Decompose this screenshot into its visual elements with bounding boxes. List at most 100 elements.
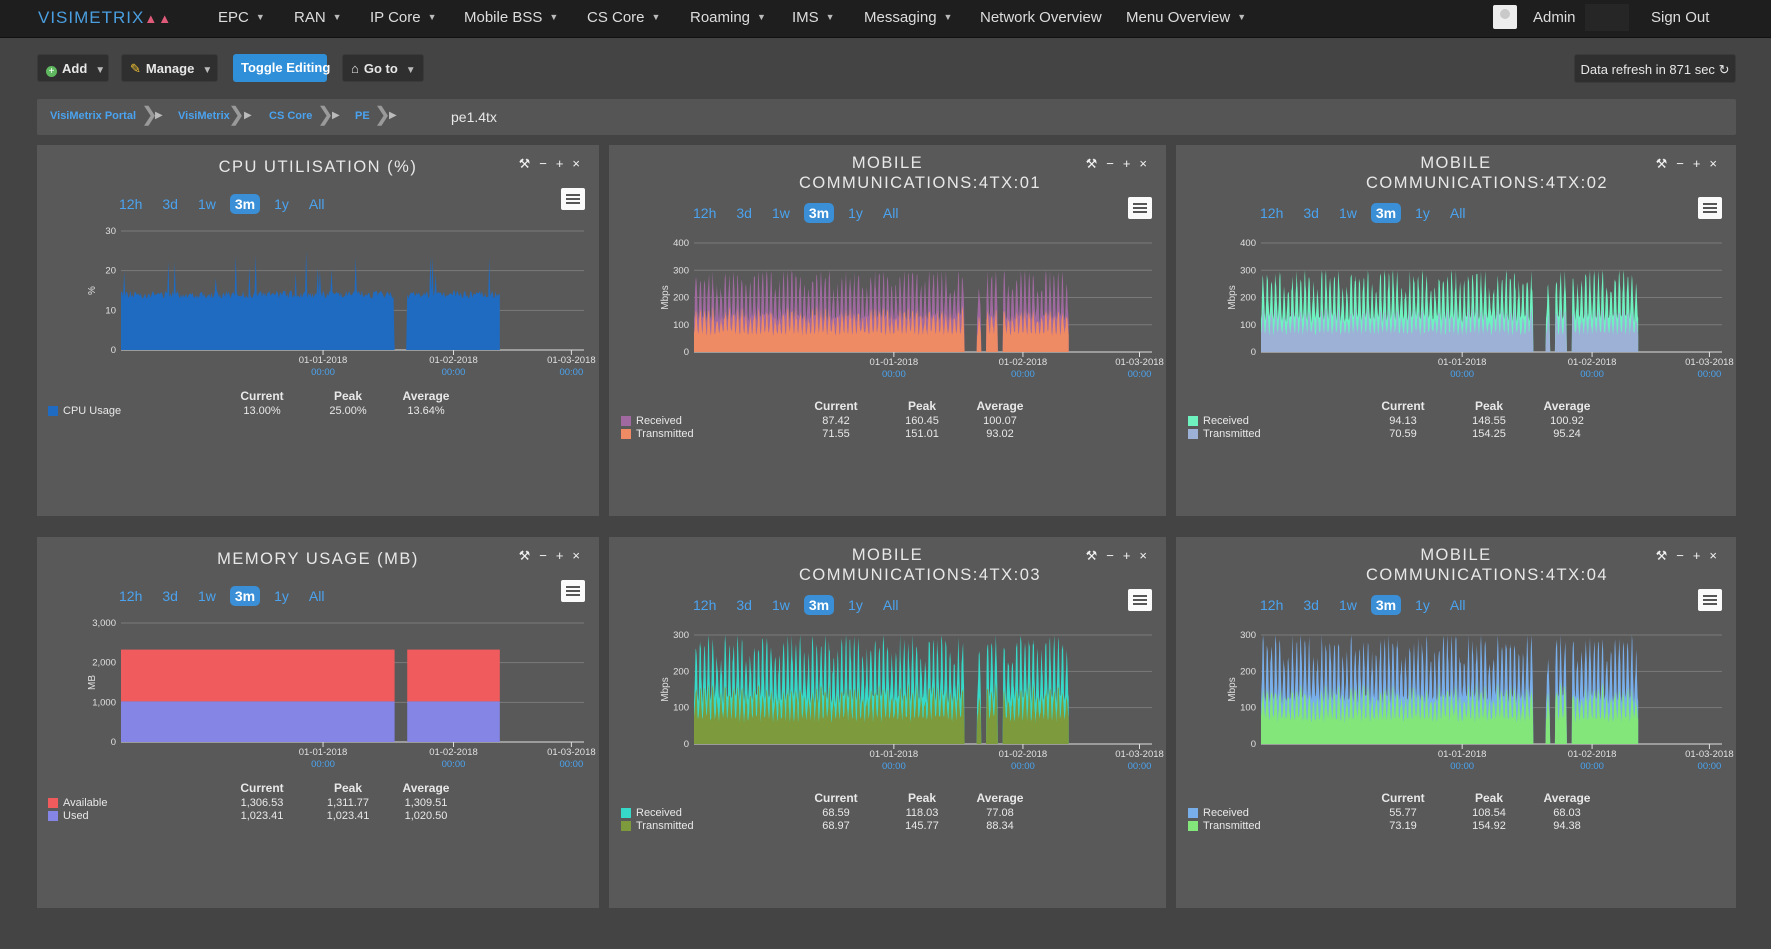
chart-menu-icon[interactable] [1128, 589, 1152, 611]
legend-swatch[interactable] [1188, 808, 1198, 818]
range-3m[interactable]: 3m [1370, 203, 1402, 223]
user-name[interactable]: Admin [1533, 9, 1576, 26]
legend-swatch[interactable] [621, 429, 631, 439]
range-12h[interactable]: 12h [693, 205, 717, 221]
breadcrumb-item-cs-core[interactable]: CS Core [269, 110, 313, 122]
nav-item-roaming[interactable]: Roaming ▼ [690, 9, 766, 26]
legend-series-name[interactable]: Transmitted [636, 820, 694, 832]
close-icon[interactable]: × [1139, 156, 1156, 171]
nav-item-epc[interactable]: EPC ▼ [218, 9, 265, 26]
chart-menu-icon[interactable] [1698, 197, 1722, 219]
range-12h[interactable]: 12h [1260, 597, 1284, 613]
range-1y[interactable]: 1y [274, 196, 289, 212]
close-icon[interactable]: × [1139, 548, 1156, 563]
close-icon[interactable]: × [572, 156, 589, 171]
minimize-icon[interactable]: − [539, 156, 556, 171]
range-1w[interactable]: 1w [771, 597, 790, 613]
range-1w[interactable]: 1w [1338, 205, 1357, 221]
user-avatar[interactable] [1493, 5, 1517, 29]
legend-series-name[interactable]: Received [1203, 415, 1249, 427]
legend-series-name[interactable]: Used [63, 810, 89, 822]
toggle-editing-button[interactable]: Toggle Editing [233, 54, 330, 82]
expand-icon[interactable]: + [555, 156, 573, 171]
chart-menu-icon[interactable] [1128, 197, 1152, 219]
range-3m[interactable]: 3m [229, 586, 261, 606]
legend-swatch[interactable] [621, 416, 631, 426]
legend-series-name[interactable]: Transmitted [636, 428, 694, 440]
chart-menu-icon[interactable] [1698, 589, 1722, 611]
wrench-icon[interactable]: ⚒ [1085, 156, 1107, 171]
visimetrix-logo[interactable]: VISIMETRIX▲▲ [38, 8, 173, 27]
range-1w[interactable]: 1w [197, 196, 216, 212]
legend-series-name[interactable]: Transmitted [1203, 820, 1261, 832]
close-icon[interactable]: × [1709, 156, 1726, 171]
range-12h[interactable]: 12h [693, 597, 717, 613]
range-all[interactable]: All [882, 205, 899, 221]
range-1y[interactable]: 1y [848, 597, 863, 613]
expand-icon[interactable]: + [1692, 548, 1710, 563]
range-1y[interactable]: 1y [1415, 597, 1430, 613]
wrench-icon[interactable]: ⚒ [518, 156, 540, 171]
nav-item-ims[interactable]: IMS ▼ [792, 9, 835, 26]
range-1w[interactable]: 1w [197, 588, 216, 604]
data-refresh-indicator[interactable]: Data refresh in 871 sec ↻ [1574, 54, 1736, 83]
minimize-icon[interactable]: − [1106, 156, 1123, 171]
range-all[interactable]: All [882, 597, 899, 613]
range-3d[interactable]: 3d [1303, 597, 1319, 613]
nav-item-network-overview[interactable]: Network Overview [980, 9, 1102, 26]
go-to-button[interactable]: ⌂ Go to ▼ [342, 54, 424, 82]
range-3d[interactable]: 3d [1303, 205, 1319, 221]
legend-swatch[interactable] [48, 798, 58, 808]
range-3m[interactable]: 3m [229, 194, 261, 214]
legend-swatch[interactable] [1188, 429, 1198, 439]
range-3m[interactable]: 3m [803, 595, 835, 615]
expand-icon[interactable]: + [555, 548, 573, 563]
minimize-icon[interactable]: − [1676, 156, 1693, 171]
legend-swatch[interactable] [1188, 821, 1198, 831]
expand-icon[interactable]: + [1122, 156, 1140, 171]
range-1y[interactable]: 1y [1415, 205, 1430, 221]
wrench-icon[interactable]: ⚒ [1655, 156, 1677, 171]
minimize-icon[interactable]: − [1676, 548, 1693, 563]
legend-swatch[interactable] [621, 808, 631, 818]
nav-item-ip-core[interactable]: IP Core ▼ [370, 9, 437, 26]
close-icon[interactable]: × [572, 548, 589, 563]
manage-button[interactable]: ✎ Manage ▼ [121, 54, 218, 82]
range-12h[interactable]: 12h [1260, 205, 1284, 221]
range-12h[interactable]: 12h [119, 588, 143, 604]
wrench-icon[interactable]: ⚒ [1085, 548, 1107, 563]
legend-swatch[interactable] [48, 811, 58, 821]
range-all[interactable]: All [308, 588, 325, 604]
breadcrumb-item-visimetrix[interactable]: VisiMetrix [178, 110, 230, 122]
chart-menu-icon[interactable] [561, 580, 585, 602]
range-all[interactable]: All [1449, 597, 1466, 613]
expand-icon[interactable]: + [1122, 548, 1140, 563]
range-1w[interactable]: 1w [1338, 597, 1357, 613]
range-3d[interactable]: 3d [162, 588, 178, 604]
add-button[interactable]: + Add ▼ [37, 54, 109, 82]
breadcrumb-item-pe[interactable]: PE [355, 110, 370, 122]
range-3d[interactable]: 3d [736, 597, 752, 613]
legend-series-name[interactable]: Received [636, 415, 682, 427]
range-1w[interactable]: 1w [771, 205, 790, 221]
breadcrumb-item-visimetrix-portal[interactable]: VisiMetrix Portal [50, 110, 136, 122]
legend-series-name[interactable]: Available [63, 797, 108, 809]
legend-series-name[interactable]: Received [636, 807, 682, 819]
range-1y[interactable]: 1y [274, 588, 289, 604]
nav-item-menu-overview[interactable]: Menu Overview ▼ [1126, 9, 1246, 26]
sign-out-link[interactable]: Sign Out [1651, 9, 1710, 26]
minimize-icon[interactable]: − [539, 548, 556, 563]
range-12h[interactable]: 12h [119, 196, 143, 212]
legend-swatch[interactable] [48, 406, 58, 416]
nav-item-cs-core[interactable]: CS Core ▼ [587, 9, 660, 26]
expand-icon[interactable]: + [1692, 156, 1710, 171]
legend-swatch[interactable] [1188, 416, 1198, 426]
nav-item-ran[interactable]: RAN ▼ [294, 9, 342, 26]
nav-item-mobile-bss[interactable]: Mobile BSS ▼ [464, 9, 558, 26]
range-3m[interactable]: 3m [803, 203, 835, 223]
legend-series-name[interactable]: Transmitted [1203, 428, 1261, 440]
legend-series-name[interactable]: Received [1203, 807, 1249, 819]
minimize-icon[interactable]: − [1106, 548, 1123, 563]
range-3d[interactable]: 3d [736, 205, 752, 221]
nav-item-messaging[interactable]: Messaging ▼ [864, 9, 952, 26]
